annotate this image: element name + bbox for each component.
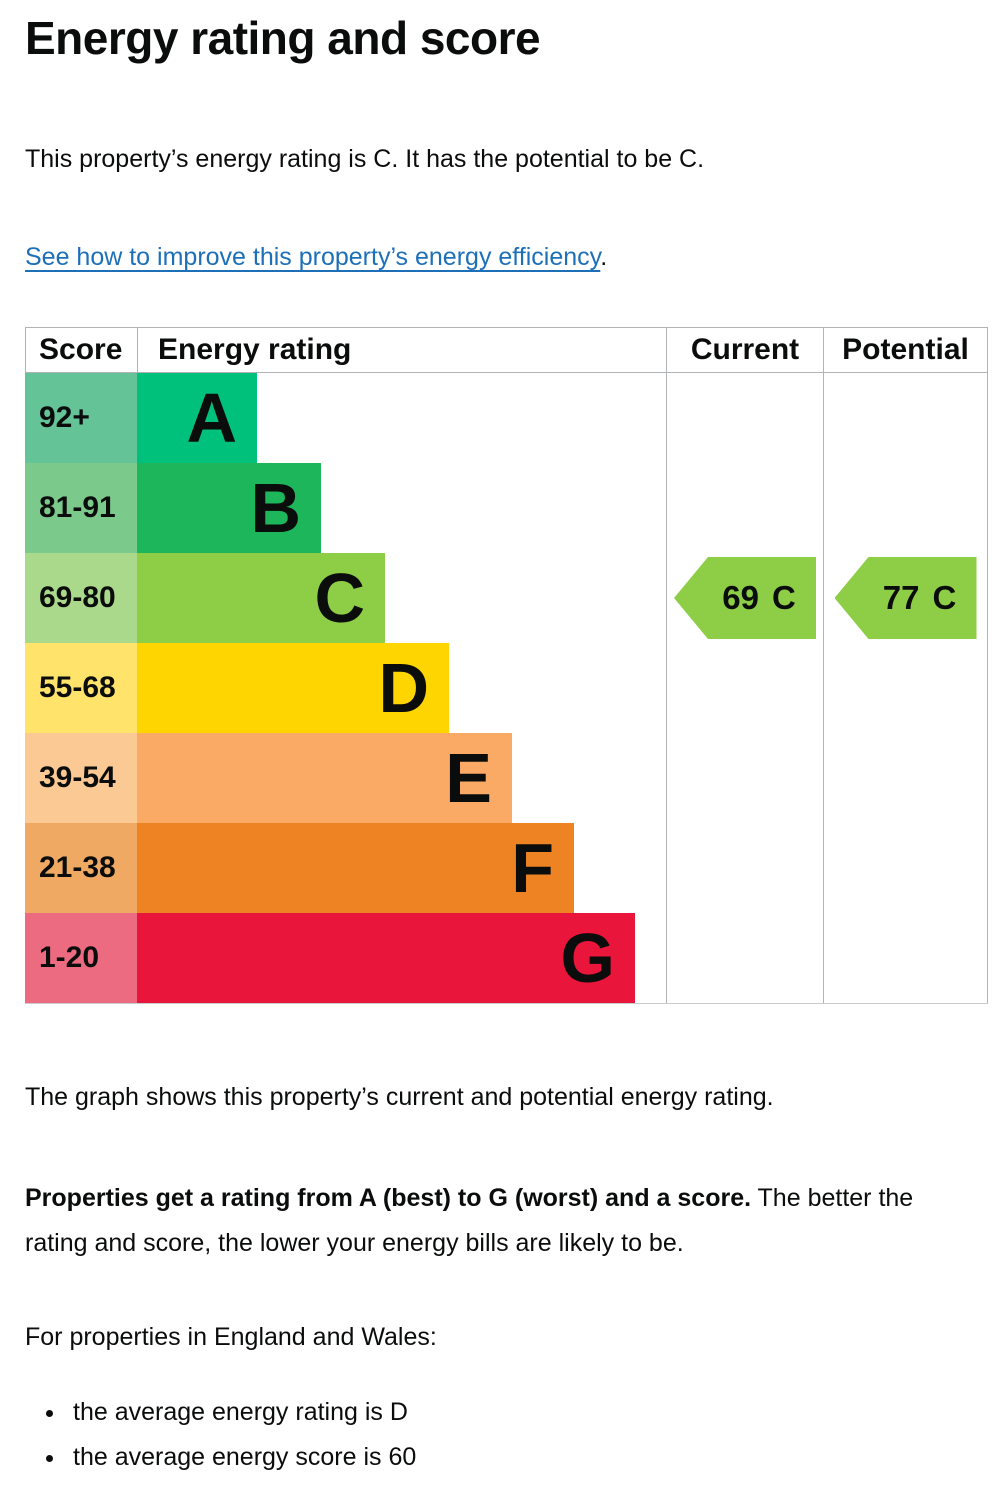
averages-list: the average energy rating is D the avera…	[25, 1390, 988, 1480]
current-cell	[666, 913, 823, 1003]
score-range-d: 55-68	[25, 643, 137, 733]
band-bar-area: B	[137, 463, 666, 553]
energy-rating-chart: Score Energy rating Current Potential 92…	[25, 327, 988, 1004]
potential-cell	[823, 643, 988, 733]
band-row-b: 81-91 B	[25, 463, 988, 553]
band-row-f: 21-38 F	[25, 823, 988, 913]
band-bar-b: B	[137, 463, 321, 553]
score-range-b: 81-91	[25, 463, 137, 553]
potential-cell	[823, 463, 988, 553]
rating-explanation-rest: The better the rating and score, the low…	[25, 1184, 914, 1257]
band-bar-e: E	[137, 733, 512, 823]
current-cell	[666, 373, 823, 463]
improve-link-line: See how to improve this property’s energ…	[25, 240, 988, 274]
page: Energy rating and score This property’s …	[0, 8, 988, 1480]
rating-explanation-bold: Properties get a rating from A (best) to…	[25, 1184, 752, 1212]
header-score: Score	[39, 333, 123, 366]
band-row-d: 55-68 D	[25, 643, 988, 733]
header-energy-rating: Energy rating	[137, 328, 666, 372]
score-range-g: 1-20	[25, 913, 137, 1003]
current-cell	[666, 643, 823, 733]
intro-text: This property’s energy rating is C. It h…	[25, 145, 705, 173]
chart-body: 92+ A 81-91 B 69-80 C	[25, 373, 988, 1003]
average-rating-item: the average energy rating is D	[67, 1390, 988, 1435]
current-cell: 69 C	[666, 553, 823, 643]
band-bar-area: A	[137, 373, 666, 463]
band-letter-d: D	[378, 649, 429, 727]
potential-cell	[823, 373, 988, 463]
band-row-c: 69-80 C 69 C 77 C	[25, 553, 988, 643]
band-letter-a: A	[186, 379, 237, 457]
potential-cell	[823, 733, 988, 823]
band-letter-b: B	[250, 469, 301, 547]
potential-rating-arrow: 77 C	[834, 557, 977, 639]
chart-header-row: Score Energy rating Current Potential	[25, 327, 988, 373]
band-letter-g: G	[560, 919, 615, 997]
band-row-g: 1-20 G	[25, 913, 988, 1003]
score-range-c: 69-80	[25, 553, 137, 643]
region-heading: For properties in England and Wales:	[25, 1323, 437, 1351]
graph-caption: The graph shows this property’s current …	[25, 1083, 774, 1111]
band-bar-f: F	[137, 823, 574, 913]
link-period: .	[600, 243, 608, 271]
band-bar-g: G	[137, 913, 635, 1003]
score-range-f: 21-38	[25, 823, 137, 913]
band-bar-c: C	[137, 553, 385, 643]
band-letter-c: C	[314, 559, 365, 637]
band-bar-d: D	[137, 643, 449, 733]
band-row-e: 39-54 E	[25, 733, 988, 823]
score-range-e: 39-54	[25, 733, 137, 823]
band-bar-area: G	[137, 913, 666, 1003]
band-bar-area: E	[137, 733, 666, 823]
current-rating-arrow: 69 C	[674, 557, 816, 639]
potential-score: 77	[882, 579, 920, 616]
header-potential: Potential	[823, 328, 988, 372]
current-letter: C	[771, 579, 796, 616]
current-cell	[666, 733, 823, 823]
current-score: 69	[722, 579, 759, 616]
potential-cell	[823, 913, 988, 1003]
header-current: Current	[666, 328, 823, 372]
potential-cell	[823, 823, 988, 913]
score-range-a: 92+	[25, 373, 137, 463]
improve-energy-efficiency-link[interactable]: See how to improve this property’s energ…	[25, 243, 601, 271]
potential-letter: C	[932, 579, 957, 616]
band-row-a: 92+ A	[25, 373, 988, 463]
page-title: Energy rating and score	[25, 12, 541, 64]
current-cell	[666, 823, 823, 913]
band-letter-f: F	[511, 829, 554, 907]
band-bar-area: C	[137, 553, 666, 643]
band-bar-area: F	[137, 823, 666, 913]
band-bar-a: A	[137, 373, 257, 463]
rating-explanation: Properties get a rating from A (best) to…	[25, 1176, 970, 1266]
average-score-item: the average energy score is 60	[67, 1435, 988, 1480]
current-cell	[666, 463, 823, 553]
band-letter-e: E	[445, 739, 492, 817]
band-bar-area: D	[137, 643, 666, 733]
potential-cell: 77 C	[823, 553, 988, 643]
